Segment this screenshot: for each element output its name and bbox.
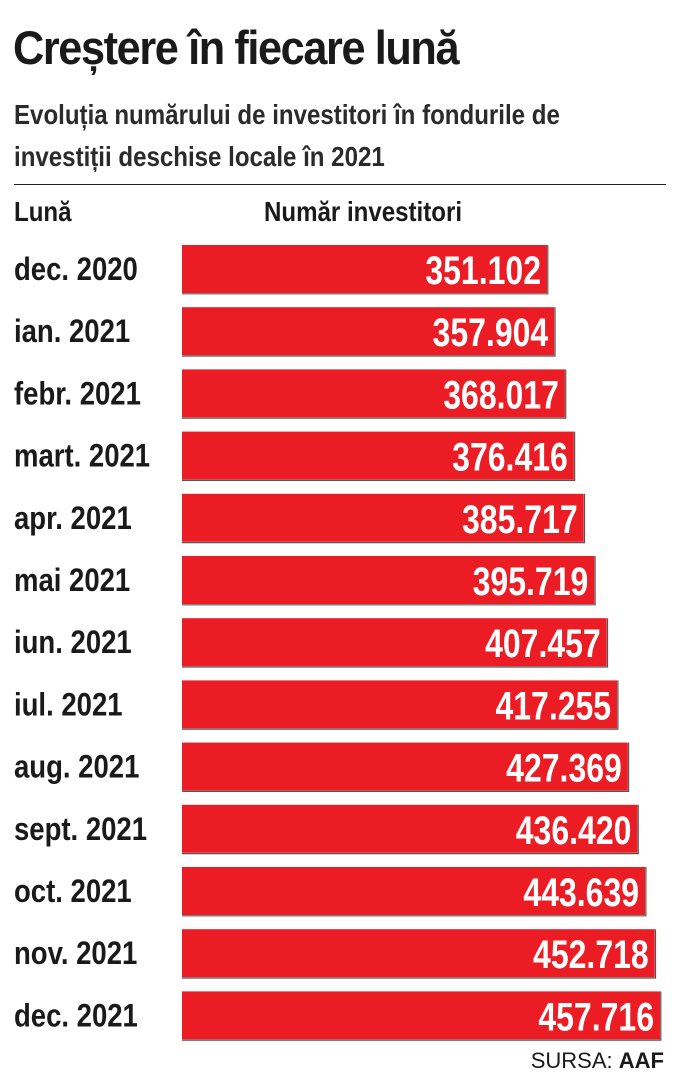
subtitle-line-1: Evoluția numărului de investitori în fon…: [14, 99, 560, 130]
bar-edge: [182, 680, 619, 730]
value-label: 407.457: [485, 621, 601, 666]
value-label: 385.717: [462, 496, 578, 541]
bar-edge: [182, 369, 567, 419]
bar-edge: [182, 431, 576, 481]
source-name: AAF: [618, 1048, 664, 1073]
chart-title: Creștere în fiecare lună: [13, 21, 460, 74]
column-header-month: Lună: [14, 196, 72, 227]
bar-edge: [182, 867, 647, 917]
bar-row: oct. 2021 443.639: [14, 867, 647, 917]
bar-edge: [182, 991, 662, 1041]
value-label: 417.255: [495, 683, 611, 728]
month-label: aug. 2021: [14, 750, 139, 785]
subtitle-line-2: investiții deschise locale în 2021: [14, 141, 385, 172]
bar-edge: [182, 929, 657, 979]
month-label: dec. 2021: [14, 999, 138, 1034]
bar-row: dec. 2021 457.716: [14, 991, 662, 1041]
bar-edge: [182, 804, 639, 855]
value-label: 427.369: [506, 745, 622, 790]
column-header-investors: Număr investitori: [264, 196, 463, 227]
value-label: 368.017: [443, 372, 559, 417]
bar-row: apr. 2021 385.717: [14, 493, 586, 544]
bar: [182, 867, 646, 915]
bar-row: febr. 2021 368.017: [14, 369, 567, 419]
month-label: iul. 2021: [14, 688, 123, 723]
bar: [182, 556, 595, 604]
bar-edge: [182, 245, 549, 295]
bar: [182, 431, 574, 480]
month-label: febr. 2021: [14, 377, 141, 412]
value-label: 452.718: [533, 932, 649, 977]
header-divider: [14, 184, 666, 185]
month-label: nov. 2021: [14, 936, 137, 971]
month-label: dec. 2020: [14, 252, 138, 287]
month-label: ian. 2021: [14, 314, 130, 349]
month-label: sept. 2021: [14, 812, 147, 847]
bar: [182, 618, 607, 667]
source-note: SURSA: AAF: [531, 1044, 664, 1078]
bar-row: iun. 2021 407.457: [14, 618, 609, 668]
value-label: 436.420: [516, 807, 632, 852]
bar: [182, 929, 655, 978]
value-label: 357.904: [433, 310, 549, 355]
value-label: 457.716: [538, 994, 654, 1039]
value-label: 395.719: [473, 559, 589, 604]
month-label: mart. 2021: [14, 439, 150, 474]
bar: [182, 804, 638, 853]
month-label: mai 2021: [14, 563, 130, 598]
bar-edge: [182, 618, 609, 668]
chart-subtitle: Evoluția numărului de investitori în fon…: [14, 94, 560, 178]
bar-row: aug. 2021 427.369: [14, 742, 630, 792]
bar-edge: [182, 556, 596, 606]
source-prefix: SURSA:: [530, 1048, 613, 1073]
value-label: 443.639: [523, 870, 639, 915]
bar-row: iul. 2021 417.255: [14, 680, 619, 730]
bar-row: mart. 2021 376.416: [14, 431, 576, 481]
bar-edge: [182, 307, 556, 357]
bar-edge: [182, 493, 586, 544]
bar-row: ian. 2021 357.904: [14, 307, 556, 357]
bar-row: sept. 2021 436.420: [14, 804, 639, 855]
bar: [182, 493, 584, 542]
month-label: oct. 2021: [14, 874, 132, 909]
month-label: apr. 2021: [14, 501, 132, 536]
bar-row: mai 2021 395.719: [14, 556, 596, 606]
bar: [182, 742, 628, 791]
bar: [182, 307, 555, 356]
bar: [182, 991, 660, 1040]
bar: [182, 680, 618, 729]
bar-row: nov. 2021 452.718: [14, 929, 657, 979]
bar: [182, 369, 565, 418]
bar-row: dec. 2020 351.102: [14, 245, 549, 295]
bar: [182, 245, 547, 293]
bar-edge: [182, 742, 630, 792]
value-label: 376.416: [452, 434, 568, 479]
month-label: iun. 2021: [14, 625, 132, 660]
value-label: 351.102: [425, 248, 541, 293]
